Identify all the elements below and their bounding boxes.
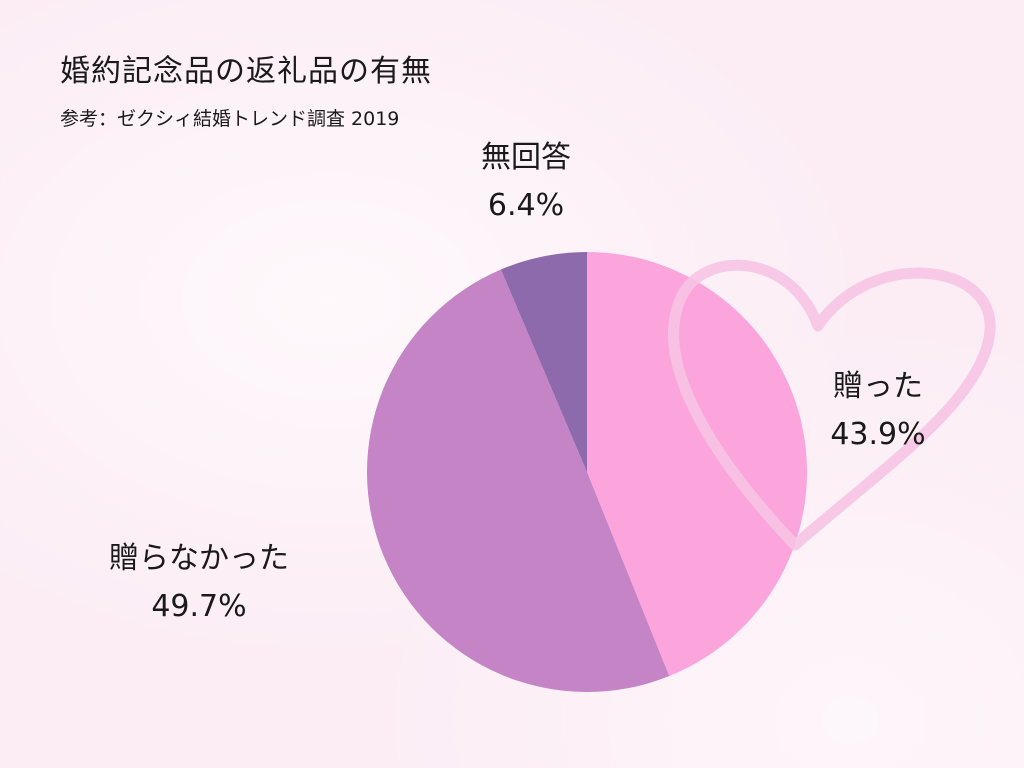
chart-source: 参考：ゼクシィ結婚トレンド調査 2019 xyxy=(60,108,400,130)
pie-slice-given xyxy=(587,252,808,677)
slice-name: 贈らなかった xyxy=(109,541,289,576)
pie-slice-not-given xyxy=(367,269,670,692)
slice-label-given: 贈った 43.9% xyxy=(830,363,925,459)
slice-value: 49.7% xyxy=(151,589,247,624)
pie-slice-no-answer xyxy=(500,252,587,472)
slice-name: 贈った xyxy=(833,369,923,404)
slice-label-not-given: 贈らなかった 49.7% xyxy=(109,535,289,631)
slice-name: 無回答 xyxy=(481,140,571,175)
slice-label-no-answer: 無回答 6.4% xyxy=(481,134,571,230)
slice-value: 6.4% xyxy=(487,188,565,223)
chart-title: 婚約記念品の返礼品の有無 xyxy=(60,54,432,89)
slice-value: 43.9% xyxy=(830,417,926,452)
heart-outline-icon xyxy=(668,259,996,551)
